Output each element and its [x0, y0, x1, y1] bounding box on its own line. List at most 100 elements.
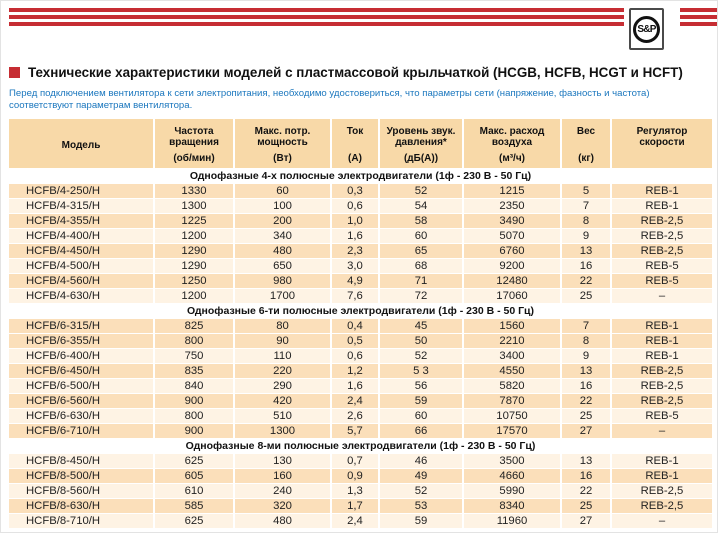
- value-cell: 9: [561, 348, 612, 364]
- column-unit: (Вт): [273, 153, 292, 164]
- model-cell: HCFB/8-710/H: [9, 513, 155, 529]
- value-cell: 1200: [154, 288, 235, 304]
- model-cell: HCFB/6-450/H: [9, 363, 155, 379]
- table-row: HCFB/6-560/H 900 420 2,4 59 7870 22 REB-2,5: [9, 393, 714, 409]
- value-cell: REB-5: [611, 258, 714, 274]
- value-cell: REB-2,5: [611, 378, 714, 394]
- section-title: Однофазные 4-х полюсные электродвигатели…: [9, 168, 714, 184]
- value-cell: 130: [234, 453, 332, 469]
- value-cell: 2,6: [331, 408, 380, 424]
- value-cell: 200: [234, 213, 332, 229]
- red-stripe: [680, 15, 717, 19]
- page-title: Технические характеристики моделей с пла…: [28, 65, 683, 80]
- value-cell: 52: [379, 483, 464, 499]
- value-cell: 1,6: [331, 378, 380, 394]
- red-stripe: [9, 22, 624, 26]
- column-name: Уровень звук. давления*: [386, 126, 456, 148]
- value-cell: REB-2,5: [611, 363, 714, 379]
- table-body: Однофазные 4-х полюсные электродвигатели…: [9, 168, 714, 529]
- model-cell: HCFB/6-400/H: [9, 348, 155, 364]
- value-cell: 825: [154, 318, 235, 334]
- value-cell: 16: [561, 258, 612, 274]
- value-cell: 5: [561, 183, 612, 199]
- table-row: HCFB/8-560/H 610 240 1,3 52 5990 22 REB-2,5: [9, 483, 714, 499]
- sp-logo-text: S&P: [637, 23, 656, 35]
- column-name: Ток: [346, 126, 364, 137]
- table-row: HCFB/6-355/H 800 90 0,5 50 2210 8 REB-1: [9, 333, 714, 349]
- sp-logo: S&P: [629, 8, 664, 50]
- sp-logo-circle: S&P: [633, 15, 660, 43]
- red-stripe: [680, 22, 717, 26]
- column-name: Модель: [61, 139, 101, 151]
- value-cell: REB-2,5: [611, 393, 714, 409]
- value-cell: REB-2,5: [611, 498, 714, 514]
- column-name: Вес: [576, 126, 596, 137]
- value-cell: REB-1: [611, 333, 714, 349]
- value-cell: 25: [561, 498, 612, 514]
- value-cell: 25: [561, 408, 612, 424]
- value-cell: 13: [561, 243, 612, 259]
- model-cell: HCFB/4-250/H: [9, 183, 155, 199]
- value-cell: 3500: [463, 453, 562, 469]
- value-cell: 480: [234, 513, 332, 529]
- value-cell: 4,9: [331, 273, 380, 289]
- value-cell: 320: [234, 498, 332, 514]
- value-cell: 49: [379, 468, 464, 484]
- value-cell: 80: [234, 318, 332, 334]
- column-unit: (дБ(А)): [403, 153, 439, 164]
- value-cell: 1700: [234, 288, 332, 304]
- table-row: HCFB/4-560/H 1250 980 4,9 71 12480 22 REB-5: [9, 273, 714, 289]
- value-cell: 50: [379, 333, 464, 349]
- value-cell: REB-5: [611, 408, 714, 424]
- value-cell: 240: [234, 483, 332, 499]
- column-name: Макс. расход воздуха: [479, 126, 545, 148]
- value-cell: 58: [379, 213, 464, 229]
- value-cell: REB-1: [611, 468, 714, 484]
- column-unit: (А): [348, 153, 362, 164]
- value-cell: 59: [379, 393, 464, 409]
- model-cell: HCFB/4-500/H: [9, 258, 155, 274]
- value-cell: 7: [561, 318, 612, 334]
- column-header: Макс. расход воздуха (м³/ч): [463, 119, 562, 169]
- table-row: HCFB/8-450/H 625 130 0,7 46 3500 13 REB-1: [9, 453, 714, 469]
- value-cell: REB-1: [611, 318, 714, 334]
- value-cell: 0,5: [331, 333, 380, 349]
- value-cell: 650: [234, 258, 332, 274]
- value-cell: 2,3: [331, 243, 380, 259]
- table-row: HCFB/8-710/H 625 480 2,4 59 11960 27–: [9, 513, 714, 529]
- value-cell: 60: [234, 183, 332, 199]
- model-cell: HCFB/4-400/H: [9, 228, 155, 244]
- red-square-bullet-icon: [9, 67, 20, 78]
- value-cell: 5070: [463, 228, 562, 244]
- value-cell: 480: [234, 243, 332, 259]
- value-cell: 65: [379, 243, 464, 259]
- value-cell: 22: [561, 273, 612, 289]
- value-cell: 610: [154, 483, 235, 499]
- value-cell: 220: [234, 363, 332, 379]
- value-cell: 3,0: [331, 258, 380, 274]
- value-cell: 68: [379, 258, 464, 274]
- value-cell: 71: [379, 273, 464, 289]
- value-cell: 340: [234, 228, 332, 244]
- value-cell: 0,9: [331, 468, 380, 484]
- table-row: HCFB/8-630/H 585 320 1,7 53 8340 25 REB-2,5: [9, 498, 714, 514]
- column-name: Частота вращения: [169, 126, 219, 148]
- value-cell: REB-2,5: [611, 213, 714, 229]
- table-row: HCFB/6-710/H 900 1300 5,7 66 17570 27–: [9, 423, 714, 439]
- value-cell: 1200: [154, 228, 235, 244]
- intro-note: Перед подключением вентилятора к сети эл…: [9, 88, 650, 111]
- value-cell: 1,2: [331, 363, 380, 379]
- table-row: HCFB/6-450/H 835 220 1,2 5 3 4550 13 REB-2,5: [9, 363, 714, 379]
- model-cell: HCFB/6-500/H: [9, 378, 155, 394]
- value-cell: 16: [561, 378, 612, 394]
- value-cell: 7: [561, 198, 612, 214]
- value-cell: 3490: [463, 213, 562, 229]
- value-cell: 11960: [463, 513, 562, 529]
- red-stripe: [9, 8, 624, 12]
- value-cell: 750: [154, 348, 235, 364]
- section-header-row: Однофазные 8-ми полюсные электродвигател…: [9, 438, 714, 454]
- value-cell: 900: [154, 423, 235, 439]
- value-cell: 9200: [463, 258, 562, 274]
- value-cell: 840: [154, 378, 235, 394]
